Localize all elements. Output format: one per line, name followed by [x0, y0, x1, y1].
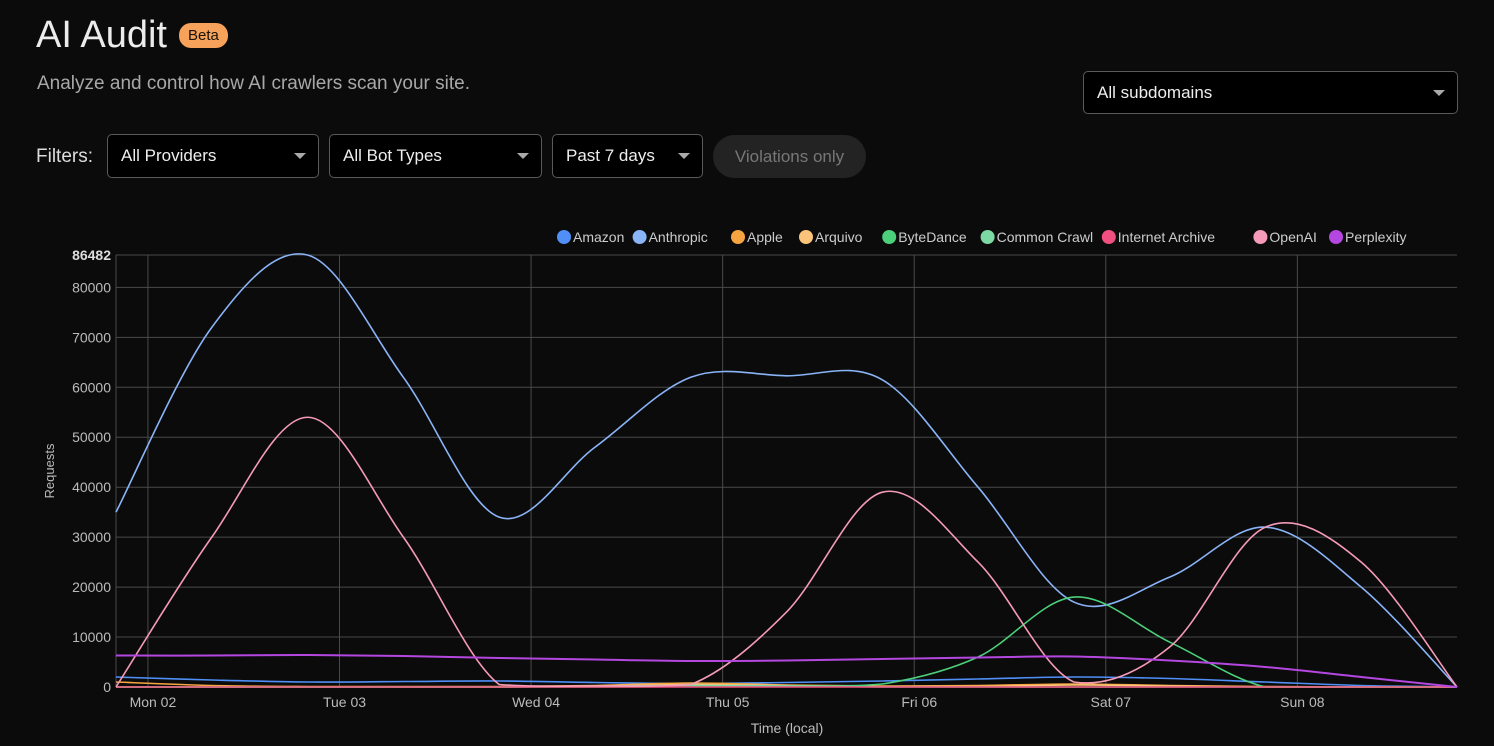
- chevron-down-icon: [1433, 89, 1445, 96]
- legend-item: Internet Archive: [1118, 229, 1215, 245]
- page-title: AI Audit Beta: [36, 14, 228, 57]
- series-line-amazon: [115, 676, 1458, 688]
- y-tick-label: 80000: [72, 279, 111, 295]
- legend-swatch-perplexity: [1329, 230, 1343, 244]
- legend-item: Perplexity: [1345, 229, 1406, 245]
- x-tick-label: Wed 04: [512, 694, 560, 710]
- y-tick-label: 40000: [72, 479, 111, 495]
- series-line-perplexity: [115, 654, 1458, 688]
- legend-swatch-internet-archive: [1101, 230, 1116, 244]
- violations-only-toggle[interactable]: Violations only: [713, 135, 866, 178]
- series-line-bytedance: [116, 596, 1457, 688]
- legend-item: Amazon: [573, 229, 624, 245]
- beta-badge: Beta: [178, 23, 228, 48]
- legend-swatch-amazon: [557, 230, 571, 244]
- y-tick-label: 50000: [72, 429, 111, 445]
- legend-item: Arquivo: [815, 229, 863, 245]
- y-tick-label: 60000: [72, 379, 111, 395]
- legend-item: Anthropic: [649, 229, 708, 245]
- chevron-down-icon: [294, 153, 306, 159]
- legend-swatch-apple: [731, 230, 745, 244]
- x-axis-label: Time (local): [751, 720, 824, 736]
- legend-swatch-anthropic: [632, 230, 647, 244]
- title-text: AI Audit: [36, 14, 167, 56]
- legend-swatch-common-crawl: [980, 230, 995, 244]
- x-tick-label: Fri 06: [901, 694, 937, 710]
- x-tick-label: Thu 05: [706, 694, 750, 710]
- y-tick-label: 20000: [72, 579, 111, 595]
- bot-type-value: All Bot Types: [343, 146, 442, 165]
- chevron-down-icon: [678, 153, 690, 159]
- legend-item: Apple: [747, 229, 783, 245]
- page-subtitle: Analyze and control how AI crawlers scan…: [37, 73, 470, 94]
- legend-item: OpenAI: [1269, 229, 1316, 245]
- provider-value: All Providers: [121, 146, 217, 165]
- legend-item: ByteDance: [898, 229, 967, 245]
- series-line-anthropic: [115, 253, 1458, 688]
- bot-type-select[interactable]: All Bot Types: [329, 134, 542, 178]
- legend-item: Common Crawl: [997, 229, 1093, 245]
- chevron-down-icon: [517, 153, 529, 159]
- x-tick-label: Tue 03: [323, 694, 366, 710]
- x-tick-label: Sat 07: [1091, 694, 1132, 710]
- legend-swatch-openai: [1253, 230, 1268, 244]
- subdomain-select[interactable]: All subdomains: [1083, 71, 1458, 114]
- legend-swatch-arquivo: [799, 230, 813, 244]
- x-tick-label: Mon 02: [130, 694, 177, 710]
- subdomain-value: All subdomains: [1097, 82, 1213, 102]
- y-tick-label: 86482: [72, 247, 111, 263]
- filters-label: Filters:: [36, 146, 93, 167]
- y-tick-label: 10000: [72, 629, 111, 645]
- provider-select[interactable]: All Providers: [107, 134, 319, 178]
- period-select[interactable]: Past 7 days: [552, 134, 703, 178]
- y-tick-label: 30000: [72, 529, 111, 545]
- y-axis-label: Requests: [42, 443, 57, 498]
- period-value: Past 7 days: [566, 146, 655, 165]
- legend-swatch-bytedance: [882, 230, 897, 244]
- y-tick-label: 0: [103, 679, 111, 695]
- y-tick-label: 70000: [72, 329, 111, 345]
- series-line-openai: [115, 416, 1458, 688]
- x-tick-label: Sun 08: [1280, 694, 1325, 710]
